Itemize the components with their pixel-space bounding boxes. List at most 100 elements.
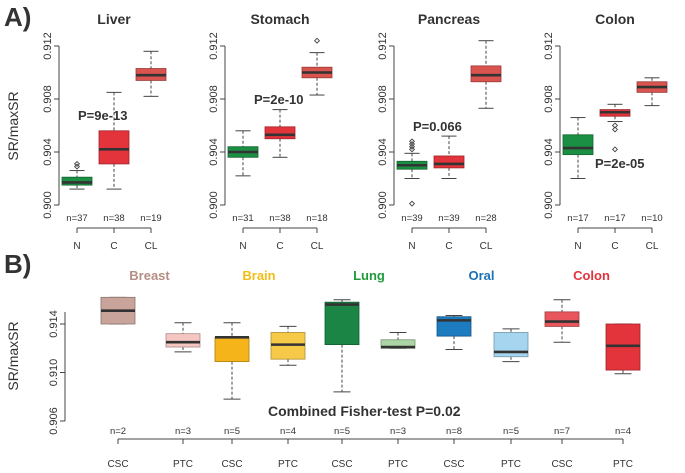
x-tick-label: PTC xyxy=(173,459,193,470)
x-tick-label: N xyxy=(408,241,415,252)
panel-b-chart: 0.906 0.910 0.914 Breast Brain Lung Oral Colon n… xyxy=(48,268,641,470)
n-label: n=7 xyxy=(554,426,570,437)
n-label: n=5 xyxy=(224,426,240,437)
y-tick-label: 0.908 xyxy=(42,85,54,113)
x-tick-label: C xyxy=(445,241,452,252)
box-n xyxy=(562,117,594,179)
box-breast-csc xyxy=(100,296,136,325)
x-tick-label: CSC xyxy=(221,459,242,470)
x-tick-label: CSC xyxy=(551,459,572,470)
panel-a-label: A) xyxy=(4,2,31,32)
box-n-outlier-3 xyxy=(408,138,416,145)
x-tick-label: CL xyxy=(480,241,493,252)
box-c xyxy=(98,91,130,190)
chart-title: Colon xyxy=(595,11,635,27)
x-tick-label: CL xyxy=(311,241,324,252)
box-colon-csc xyxy=(544,299,580,343)
group-label-lung: Lung xyxy=(353,268,385,283)
box-cl xyxy=(135,50,167,97)
y-tick-label: 0.910 xyxy=(48,359,60,387)
n-label: n=19 xyxy=(140,213,161,224)
y-tick-label: 0.904 xyxy=(42,138,54,166)
y-tick-label: 0.906 xyxy=(48,407,60,435)
box-c xyxy=(433,135,465,179)
box-n-outlier-4 xyxy=(408,200,416,207)
group-label-brain: Brain xyxy=(242,268,275,283)
box-oral-csc xyxy=(436,315,472,350)
x-tick-label: CSC xyxy=(443,459,464,470)
n-label: n=2 xyxy=(110,426,126,437)
box-n xyxy=(227,130,259,177)
y-tick-label: 0.914 xyxy=(48,310,60,338)
y-tick-label: 0.912 xyxy=(42,32,54,60)
n-label: n=31 xyxy=(232,213,253,224)
chart-pancreas: Pancreas 0.900 0.904 0.908 0.912 n=39 Nn=39 Cn=… xyxy=(377,11,502,252)
n-label: n=4 xyxy=(615,426,631,437)
box-lung-csc xyxy=(324,299,360,393)
y-tick-label: 0.912 xyxy=(208,32,220,60)
x-tick-label: C xyxy=(110,241,117,252)
n-label: n=28 xyxy=(475,213,496,224)
y-tick-label: 0.904 xyxy=(377,138,389,166)
panel-a-charts: Liver 0.900 0.904 0.908 0.912 n=37 Nn=38 Cn=19 C… xyxy=(42,11,668,252)
x-tick-label: CL xyxy=(646,241,659,252)
y-tick-label: 0.900 xyxy=(377,191,389,219)
panel-b-ylabel: SR/maxSR xyxy=(5,321,21,390)
box-cl-iqr xyxy=(470,65,502,83)
y-tick-label: 0.900 xyxy=(42,191,54,219)
box-n-outlier-2 xyxy=(408,141,416,148)
box-brain-csc xyxy=(214,322,250,400)
p-value: P=2e-10 xyxy=(254,92,304,107)
x-tick-label: PTC xyxy=(613,459,633,470)
box-c xyxy=(599,103,631,153)
x-tick-label: CSC xyxy=(107,459,128,470)
box-lung-csc-iqr xyxy=(324,301,360,346)
box-n-iqr xyxy=(61,176,93,186)
y-tick-label: 0.900 xyxy=(208,191,220,219)
x-tick-label: PTC xyxy=(501,459,521,470)
y-tick-label: 0.912 xyxy=(543,32,555,60)
box-c-outlier-0 xyxy=(611,122,619,129)
n-label: n=3 xyxy=(390,426,406,437)
box-n-outlier-1 xyxy=(408,143,416,150)
box-cl-outlier-0 xyxy=(313,37,321,44)
box-n-iqr xyxy=(562,134,594,156)
box-lung-ptc xyxy=(380,331,416,349)
n-label: n=38 xyxy=(269,213,290,224)
n-label: n=17 xyxy=(567,213,588,224)
box-brain-csc-iqr xyxy=(214,336,250,362)
x-tick-label: N xyxy=(574,241,581,252)
y-tick-label: 0.904 xyxy=(543,138,555,166)
y-tick-label: 0.900 xyxy=(543,191,555,219)
box-brain-ptc xyxy=(270,325,306,366)
panel-a-ylabel: SR/maxSR xyxy=(5,91,21,160)
box-breast-ptc-iqr xyxy=(165,333,201,348)
box-n-outlier-1 xyxy=(73,160,81,167)
box-colon-ptc xyxy=(605,323,641,375)
n-label: n=10 xyxy=(641,213,662,224)
n-label: n=18 xyxy=(306,213,327,224)
box-c-iqr xyxy=(98,130,130,165)
y-tick-label: 0.908 xyxy=(208,85,220,113)
box-n-outlier-0 xyxy=(408,146,416,153)
n-label: n=4 xyxy=(280,426,296,437)
box-oral-ptc xyxy=(493,328,529,363)
n-label: n=39 xyxy=(401,213,422,224)
chart-title: Pancreas xyxy=(418,11,480,27)
x-tick-label: C xyxy=(611,241,618,252)
box-c xyxy=(264,109,296,158)
n-label: n=5 xyxy=(334,426,350,437)
n-label: n=3 xyxy=(175,426,191,437)
chart-title: Liver xyxy=(97,11,131,27)
group-label-colon: Colon xyxy=(573,268,610,283)
x-tick-label: C xyxy=(276,241,283,252)
box-c-outlier-1 xyxy=(611,126,619,133)
box-breast-ptc xyxy=(165,322,201,353)
n-label: n=39 xyxy=(438,213,459,224)
panel-b-label: B) xyxy=(4,249,31,279)
p-value: P=2e-05 xyxy=(595,156,645,171)
group-label-oral: Oral xyxy=(468,268,494,283)
fisher-test-annotation: Combined Fisher-test P=0.02 xyxy=(268,403,461,419)
box-n xyxy=(61,160,93,190)
